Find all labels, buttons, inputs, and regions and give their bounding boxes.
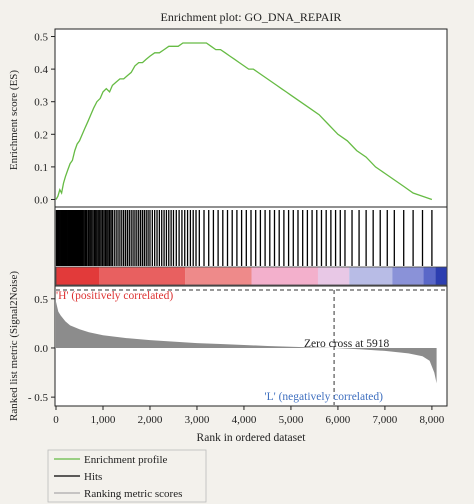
zero-cross-label: Zero cross at 5918 <box>304 338 390 350</box>
x-axis-label: Rank in ordered dataset <box>197 432 307 444</box>
hits-panel <box>54 206 448 287</box>
gradient-segment <box>251 267 318 285</box>
legend-enrichment-label: Enrichment profile <box>84 454 168 466</box>
negative-correlation-label: 'L' (negatively correlated) <box>265 391 384 403</box>
es-y-tick-label: 0.5 <box>34 32 48 44</box>
metric-y-tick-label: - 0.5 <box>28 392 49 404</box>
gradient-segment <box>56 267 100 285</box>
metric-y-tick-label: 0.0 <box>34 343 48 355</box>
legend: Enrichment profile Hits Ranking metric s… <box>47 449 207 503</box>
x-tick-label: 2,000 <box>138 414 163 426</box>
es-y-tick-label: 0.1 <box>34 162 48 174</box>
legend-ranking-label: Ranking metric scores <box>84 488 182 500</box>
metric-panel: - 0.5 0.0 0.5 Ranked list metric (Signal2N… <box>8 271 448 421</box>
gradient-segment <box>435 267 447 285</box>
metric-y-axis-label: Ranked list metric (Signal2Noise) <box>8 271 20 421</box>
gradient-segment <box>392 267 424 285</box>
es-y-tick-label: 0.4 <box>34 64 48 76</box>
x-tick-label: 1,000 <box>91 414 116 426</box>
es-panel-frame <box>54 28 448 208</box>
es-y-tick-label: 0.3 <box>34 97 48 109</box>
gradient-bar-outline <box>55 266 448 286</box>
positive-correlation-label: 'H' (positively correlated) <box>56 290 173 302</box>
x-tick-label: 6,000 <box>326 414 351 426</box>
enrichment-profile-line <box>55 42 433 201</box>
legend-hits-label: Hits <box>84 471 102 483</box>
gradient-segment <box>349 267 393 285</box>
x-axis: 0 1,000 2,000 3,000 4,000 5,000 6,000 7,000 8,00… <box>53 406 445 426</box>
x-tick-label: 8,000 <box>420 414 445 426</box>
x-tick-label: 3,000 <box>185 414 210 426</box>
chart-title: Enrichment plot: GO_DNA_REPAIR <box>161 10 342 24</box>
metric-y-axis: - 0.5 0.0 0.5 <box>28 294 55 404</box>
x-tick-label: 4,000 <box>232 414 257 426</box>
x-tick-label: 5,000 <box>279 414 304 426</box>
es-y-axis-label: Enrichment score (ES) <box>8 70 20 171</box>
es-y-tick-label: 0.2 <box>34 129 48 141</box>
es-y-tick-label: 0.0 <box>34 194 48 206</box>
gradient-segment <box>185 267 252 285</box>
gradient-segment <box>317 267 350 285</box>
ranking-metric-area <box>56 301 437 384</box>
ranking-gradient-bar <box>55 266 448 286</box>
metric-y-tick-label: 0.5 <box>34 294 48 306</box>
hit-markers <box>55 210 433 266</box>
gradient-segment <box>423 267 436 285</box>
gradient-segment <box>99 267 186 285</box>
x-tick-label: 0 <box>53 414 59 426</box>
es-y-axis: 0.0 0.1 0.2 0.3 0.4 0.5 <box>34 32 55 206</box>
es-panel: 0.0 0.1 0.2 0.3 0.4 0.5 Enrichment score (ES) <box>8 28 448 208</box>
x-tick-label: 7,000 <box>373 414 398 426</box>
